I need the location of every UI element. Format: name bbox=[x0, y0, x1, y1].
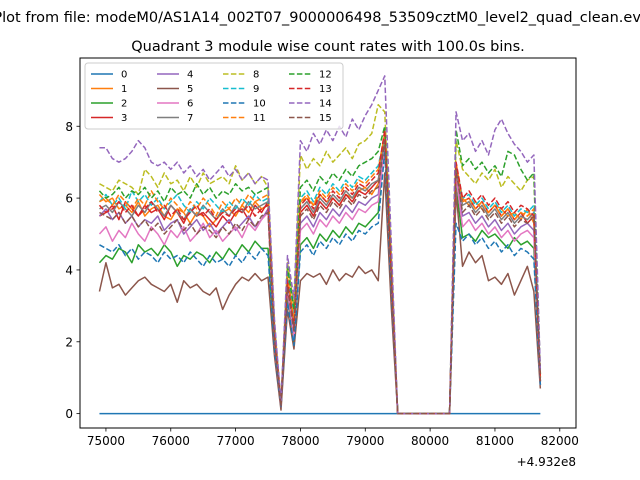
legend-label-4: 4 bbox=[187, 70, 193, 81]
figure-suptitle: Plot from file: modeM0/AS1A14_002T07_900… bbox=[0, 10, 640, 26]
legend-label-11: 11 bbox=[253, 113, 266, 124]
y-tick-label: 6 bbox=[65, 192, 73, 206]
legend-label-1: 1 bbox=[121, 84, 127, 95]
series-line-14 bbox=[99, 75, 542, 415]
legend-label-6: 6 bbox=[187, 99, 193, 110]
legend-label-0: 0 bbox=[121, 70, 127, 81]
legend-label-12: 12 bbox=[319, 70, 332, 81]
series-group bbox=[98, 75, 542, 415]
x-tick-label: 78000 bbox=[281, 434, 319, 448]
y-tick-label: 0 bbox=[65, 407, 73, 421]
x-tick-label: 77000 bbox=[217, 434, 255, 448]
x-tick-label: 82000 bbox=[541, 434, 579, 448]
legend-label-9: 9 bbox=[253, 84, 259, 95]
series-line-2 bbox=[98, 132, 542, 415]
series-line-13 bbox=[98, 129, 542, 415]
series-line-6 bbox=[98, 147, 542, 415]
x-axis: 75000 76000 77000 78000 79000 80000 81000 82000 bbox=[87, 428, 579, 448]
y-axis: 0 2 4 6 8 bbox=[65, 120, 80, 421]
chart-title: Quadrant 3 module wise count rates with … bbox=[131, 39, 525, 55]
series-line-9 bbox=[98, 136, 542, 415]
y-tick-label: 2 bbox=[65, 335, 73, 349]
x-tick-label: 76000 bbox=[152, 434, 190, 448]
x-tick-label: 80000 bbox=[411, 434, 449, 448]
legend-label-13: 13 bbox=[319, 84, 332, 95]
series-line-12 bbox=[98, 125, 542, 415]
x-tick-label: 79000 bbox=[346, 434, 384, 448]
series-line-11 bbox=[99, 132, 542, 415]
x-tick-label: 81000 bbox=[476, 434, 514, 448]
x-offset-label: +4.932e8 bbox=[517, 455, 576, 469]
y-tick-label: 4 bbox=[65, 263, 73, 277]
axes-frame bbox=[79, 57, 577, 429]
legend-label-3: 3 bbox=[121, 113, 127, 124]
legend-label-8: 8 bbox=[253, 70, 259, 81]
y-tick-label: 8 bbox=[65, 120, 73, 134]
legend-box bbox=[84, 62, 344, 130]
series-line-10 bbox=[99, 150, 542, 415]
legend-label-7: 7 bbox=[187, 113, 193, 124]
legend-label-2: 2 bbox=[121, 99, 127, 110]
series-line-7 bbox=[99, 139, 542, 415]
legend-label-15: 15 bbox=[319, 113, 332, 124]
series-line-4 bbox=[98, 143, 542, 415]
plot-area: 75000 76000 77000 78000 79000 80000 81000 82000… bbox=[65, 57, 579, 469]
legend-label-5: 5 bbox=[187, 84, 193, 95]
legend-label-10: 10 bbox=[253, 99, 266, 110]
x-tick-label: 75000 bbox=[87, 434, 125, 448]
series-line-8 bbox=[99, 103, 542, 415]
series-line-5 bbox=[98, 172, 542, 415]
legend-label-14: 14 bbox=[319, 99, 332, 110]
